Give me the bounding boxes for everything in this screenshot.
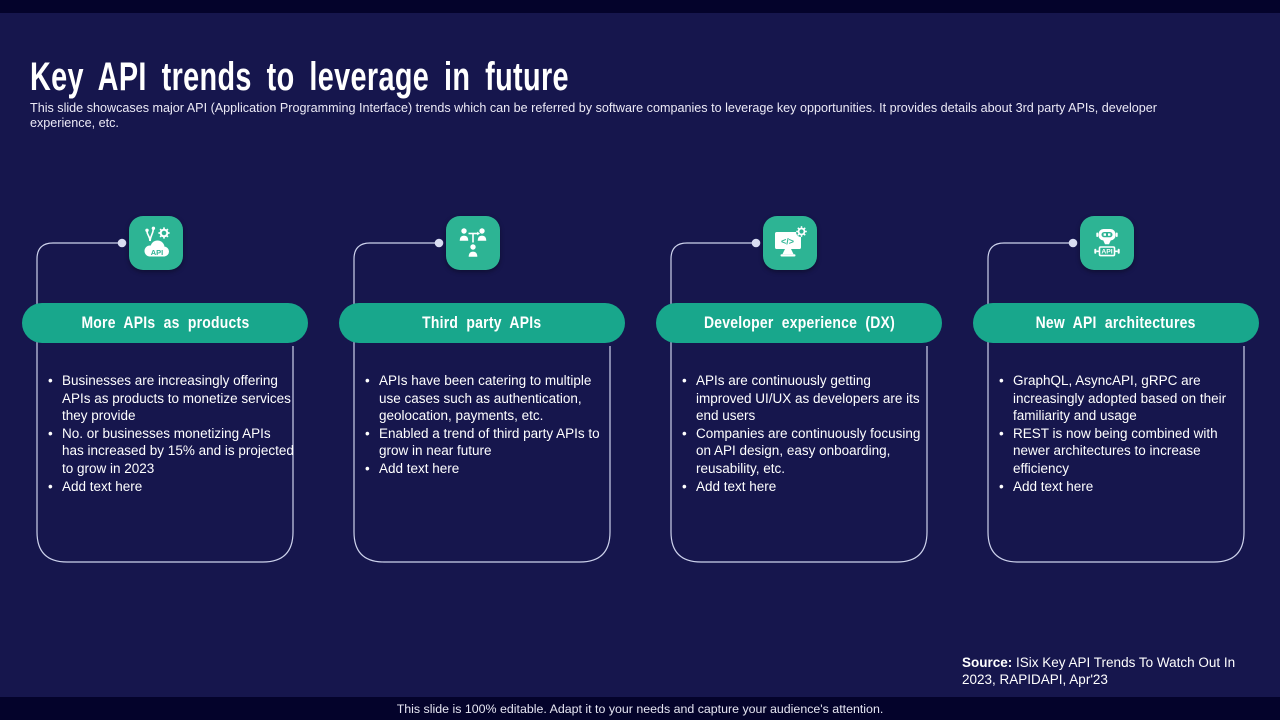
trend-column-third-party-apis: Third party APIs APIs have been catering… bbox=[339, 216, 625, 566]
robot-api-icon: API bbox=[1094, 229, 1120, 257]
trend-bullet-list: APIs are continuously getting improved U… bbox=[680, 372, 928, 495]
trend-column-developer-experience: </> Developer experience (DX) bbox=[656, 216, 942, 566]
icon-tile: API bbox=[129, 216, 183, 270]
bullet-item: REST is now being combined with newer ar… bbox=[997, 425, 1245, 478]
svg-text:</>: </> bbox=[781, 237, 794, 247]
trend-bullet-list: APIs have been catering to multiple use … bbox=[363, 372, 611, 478]
card-outline-connector bbox=[36, 238, 294, 563]
trend-title: Developer experience (DX) bbox=[703, 313, 895, 332]
bullet-item-placeholder[interactable]: Add text here bbox=[46, 478, 294, 496]
icon-tile: </> bbox=[763, 216, 817, 270]
trend-title: More APIs as products bbox=[80, 313, 249, 332]
trend-bullet-list: GraphQL, AsyncAPI, gRPC are increasingly… bbox=[997, 372, 1245, 495]
developer-monitor-gear-icon: </> bbox=[775, 225, 808, 257]
svg-text:API: API bbox=[1101, 249, 1112, 256]
bullet-item: Businesses are increasingly offering API… bbox=[46, 372, 294, 425]
bullet-item: Enabled a trend of third party APIs to g… bbox=[363, 425, 611, 460]
trend-header-pill: Third party APIs bbox=[339, 303, 625, 343]
footer-band: This slide is 100% editable. Adapt it to… bbox=[0, 697, 1280, 720]
icon-tile: API bbox=[1080, 216, 1134, 270]
bullet-item-placeholder[interactable]: Add text here bbox=[680, 478, 928, 496]
trend-columns: API More APIs as products Businesses are… bbox=[22, 216, 1259, 566]
trend-column-more-apis-as-products: API More APIs as products Businesses are… bbox=[22, 216, 308, 566]
source-citation: Source: ISix Key API Trends To Watch Out… bbox=[962, 654, 1244, 688]
source-label: Source: bbox=[962, 654, 1013, 670]
trend-header-pill: More APIs as products bbox=[22, 303, 308, 343]
trend-header-pill: Developer experience (DX) bbox=[656, 303, 942, 343]
api-cloud-icon: API bbox=[144, 226, 170, 257]
bullet-item: APIs have been catering to multiple use … bbox=[363, 372, 611, 425]
source-text: ISix Key API Trends To Watch Out In 2023… bbox=[962, 654, 1236, 687]
slide-description: This slide showcases major API (Applicat… bbox=[30, 100, 1158, 130]
bullet-item-placeholder[interactable]: Add text here bbox=[997, 478, 1245, 496]
svg-text:API: API bbox=[151, 248, 164, 257]
page-title: Key API trends to leverage in future bbox=[30, 54, 569, 99]
trend-bullet-list: Businesses are increasingly offering API… bbox=[46, 372, 294, 495]
bullet-item: GraphQL, AsyncAPI, gRPC are increasingly… bbox=[997, 372, 1245, 425]
editability-note: This slide is 100% editable. Adapt it to… bbox=[396, 701, 884, 716]
card-outline-connector bbox=[987, 238, 1245, 563]
third-party-network-icon bbox=[459, 228, 487, 257]
bullet-item: No. or businesses monetizing APIs has in… bbox=[46, 425, 294, 478]
top-accent-band bbox=[0, 0, 1280, 13]
bullet-item: APIs are continuously getting improved U… bbox=[680, 372, 928, 425]
card-outline-connector bbox=[353, 238, 611, 563]
trend-column-new-api-architectures: API New API architectures GraphQL, Async… bbox=[973, 216, 1259, 566]
icon-tile bbox=[446, 216, 500, 270]
card-outline-connector bbox=[670, 238, 928, 563]
trend-header-pill: New API architectures bbox=[973, 303, 1259, 343]
bullet-item-placeholder[interactable]: Add text here bbox=[363, 460, 611, 478]
bullet-item: Companies are continuously focusing on A… bbox=[680, 425, 928, 478]
trend-title: New API architectures bbox=[1035, 313, 1197, 332]
trend-title: Third party APIs bbox=[422, 313, 542, 332]
